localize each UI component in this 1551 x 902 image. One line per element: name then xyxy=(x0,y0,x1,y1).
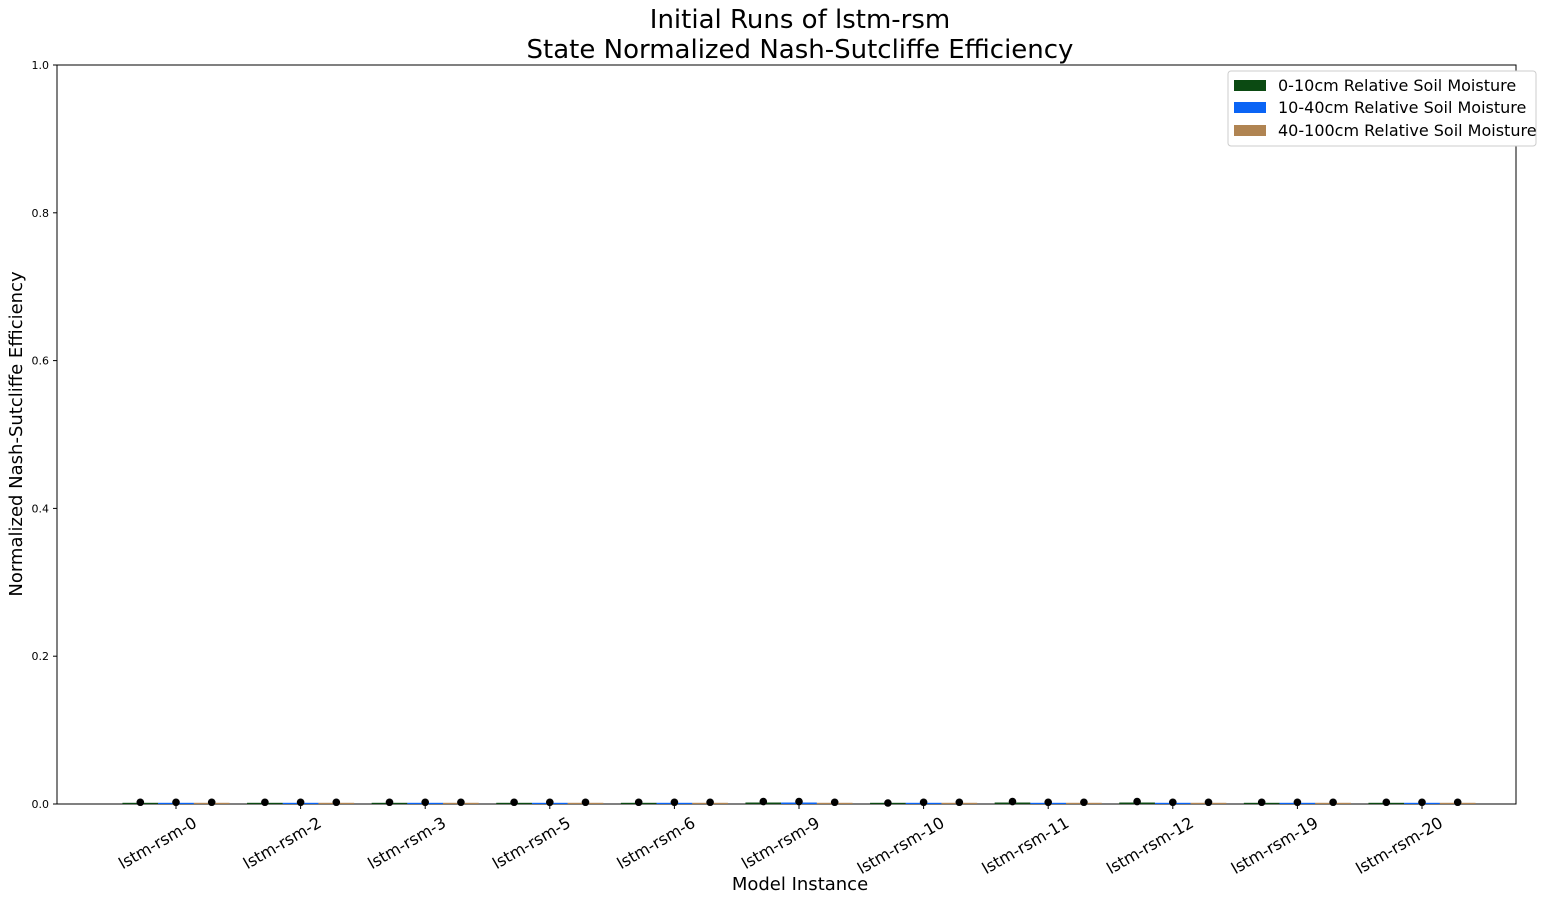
error-marker xyxy=(634,798,643,807)
y-tick-label: 0.2 xyxy=(32,650,50,663)
plot-area xyxy=(56,64,1517,805)
x-tick-label: lstm-rsm-12 xyxy=(1103,813,1197,878)
x-axis-ticks: lstm-rsm-0 lstm-rsm-2 lstm-rsm-3 lstm-rsm-5… xyxy=(115,804,1446,878)
error-marker xyxy=(884,799,892,807)
error-marker xyxy=(296,798,305,807)
legend-label-40-100cm: 40-100cm Relative Soil Moisture xyxy=(1278,121,1537,140)
error-marker xyxy=(670,798,679,807)
error-marker xyxy=(1080,798,1088,807)
x-tick-label: lstm-rsm-5 xyxy=(489,813,574,873)
error-markers-group xyxy=(136,797,1462,807)
error-marker xyxy=(1293,798,1302,807)
x-tick-label: lstm-rsm-3 xyxy=(364,813,449,873)
error-marker xyxy=(510,798,518,807)
x-tick-label: lstm-rsm-20 xyxy=(1352,813,1446,878)
error-marker xyxy=(332,798,341,807)
error-marker xyxy=(759,797,768,806)
x-tick-label: lstm-rsm-2 xyxy=(240,813,325,873)
error-marker xyxy=(1329,798,1337,807)
x-axis-label: Model Instance xyxy=(732,874,868,895)
chart-title-line-2: State Normalized Nash-Sutcliffe Efficien… xyxy=(527,35,1074,65)
legend: 0-10cm Relative Soil Moisture 10-40cm Re… xyxy=(1227,70,1537,147)
legend-swatch-0-10cm xyxy=(1234,80,1266,91)
error-marker xyxy=(1418,798,1426,807)
error-marker xyxy=(457,798,465,807)
error-marker xyxy=(919,798,928,807)
error-marker xyxy=(1133,797,1141,806)
y-tick-label: 0.0 xyxy=(32,798,50,811)
x-tick-label: lstm-rsm-10 xyxy=(854,813,948,878)
legend-label-10-40cm: 10-40cm Relative Soil Moisture xyxy=(1278,98,1526,117)
legend-swatch-40-100cm xyxy=(1234,125,1266,136)
error-marker xyxy=(136,798,145,807)
error-marker xyxy=(706,798,714,807)
x-tick-label: lstm-rsm-11 xyxy=(979,813,1073,878)
y-tick-label: 1.0 xyxy=(32,59,50,72)
legend-label-0-10cm: 0-10cm Relative Soil Moisture xyxy=(1278,76,1516,95)
error-marker xyxy=(261,798,269,807)
x-tick-label: lstm-rsm-19 xyxy=(1228,813,1322,878)
error-marker xyxy=(581,798,590,807)
x-tick-label: lstm-rsm-6 xyxy=(614,813,699,873)
error-marker xyxy=(1257,798,1266,807)
error-marker xyxy=(1169,798,1177,807)
y-tick-label: 0.8 xyxy=(32,207,50,220)
error-marker xyxy=(207,798,216,807)
x-tick-label: lstm-rsm-9 xyxy=(738,813,823,873)
error-marker xyxy=(1008,797,1017,806)
error-marker xyxy=(1453,798,1462,807)
error-marker xyxy=(1204,798,1213,807)
error-marker xyxy=(1382,798,1391,807)
error-marker xyxy=(795,797,803,806)
error-marker xyxy=(385,798,394,807)
y-tick-label: 0.4 xyxy=(32,502,50,515)
error-marker xyxy=(1044,798,1052,807)
chart-title-line-1: Initial Runs of lstm-rsm xyxy=(650,5,950,35)
error-marker xyxy=(546,798,554,807)
y-tick-label: 0.6 xyxy=(32,355,50,368)
x-tick-label: lstm-rsm-0 xyxy=(115,813,200,873)
y-axis-ticks: 0.0 0.2 0.4 0.6 0.8 1.0 xyxy=(32,59,57,811)
legend-frame xyxy=(1227,70,1537,147)
error-marker xyxy=(955,798,964,807)
y-axis-label: Normalized Nash-Sutcliffe Efficiency xyxy=(6,271,27,597)
error-marker xyxy=(172,798,180,807)
error-marker xyxy=(830,798,839,807)
error-marker xyxy=(421,798,430,807)
legend-swatch-10-40cm xyxy=(1234,102,1266,113)
